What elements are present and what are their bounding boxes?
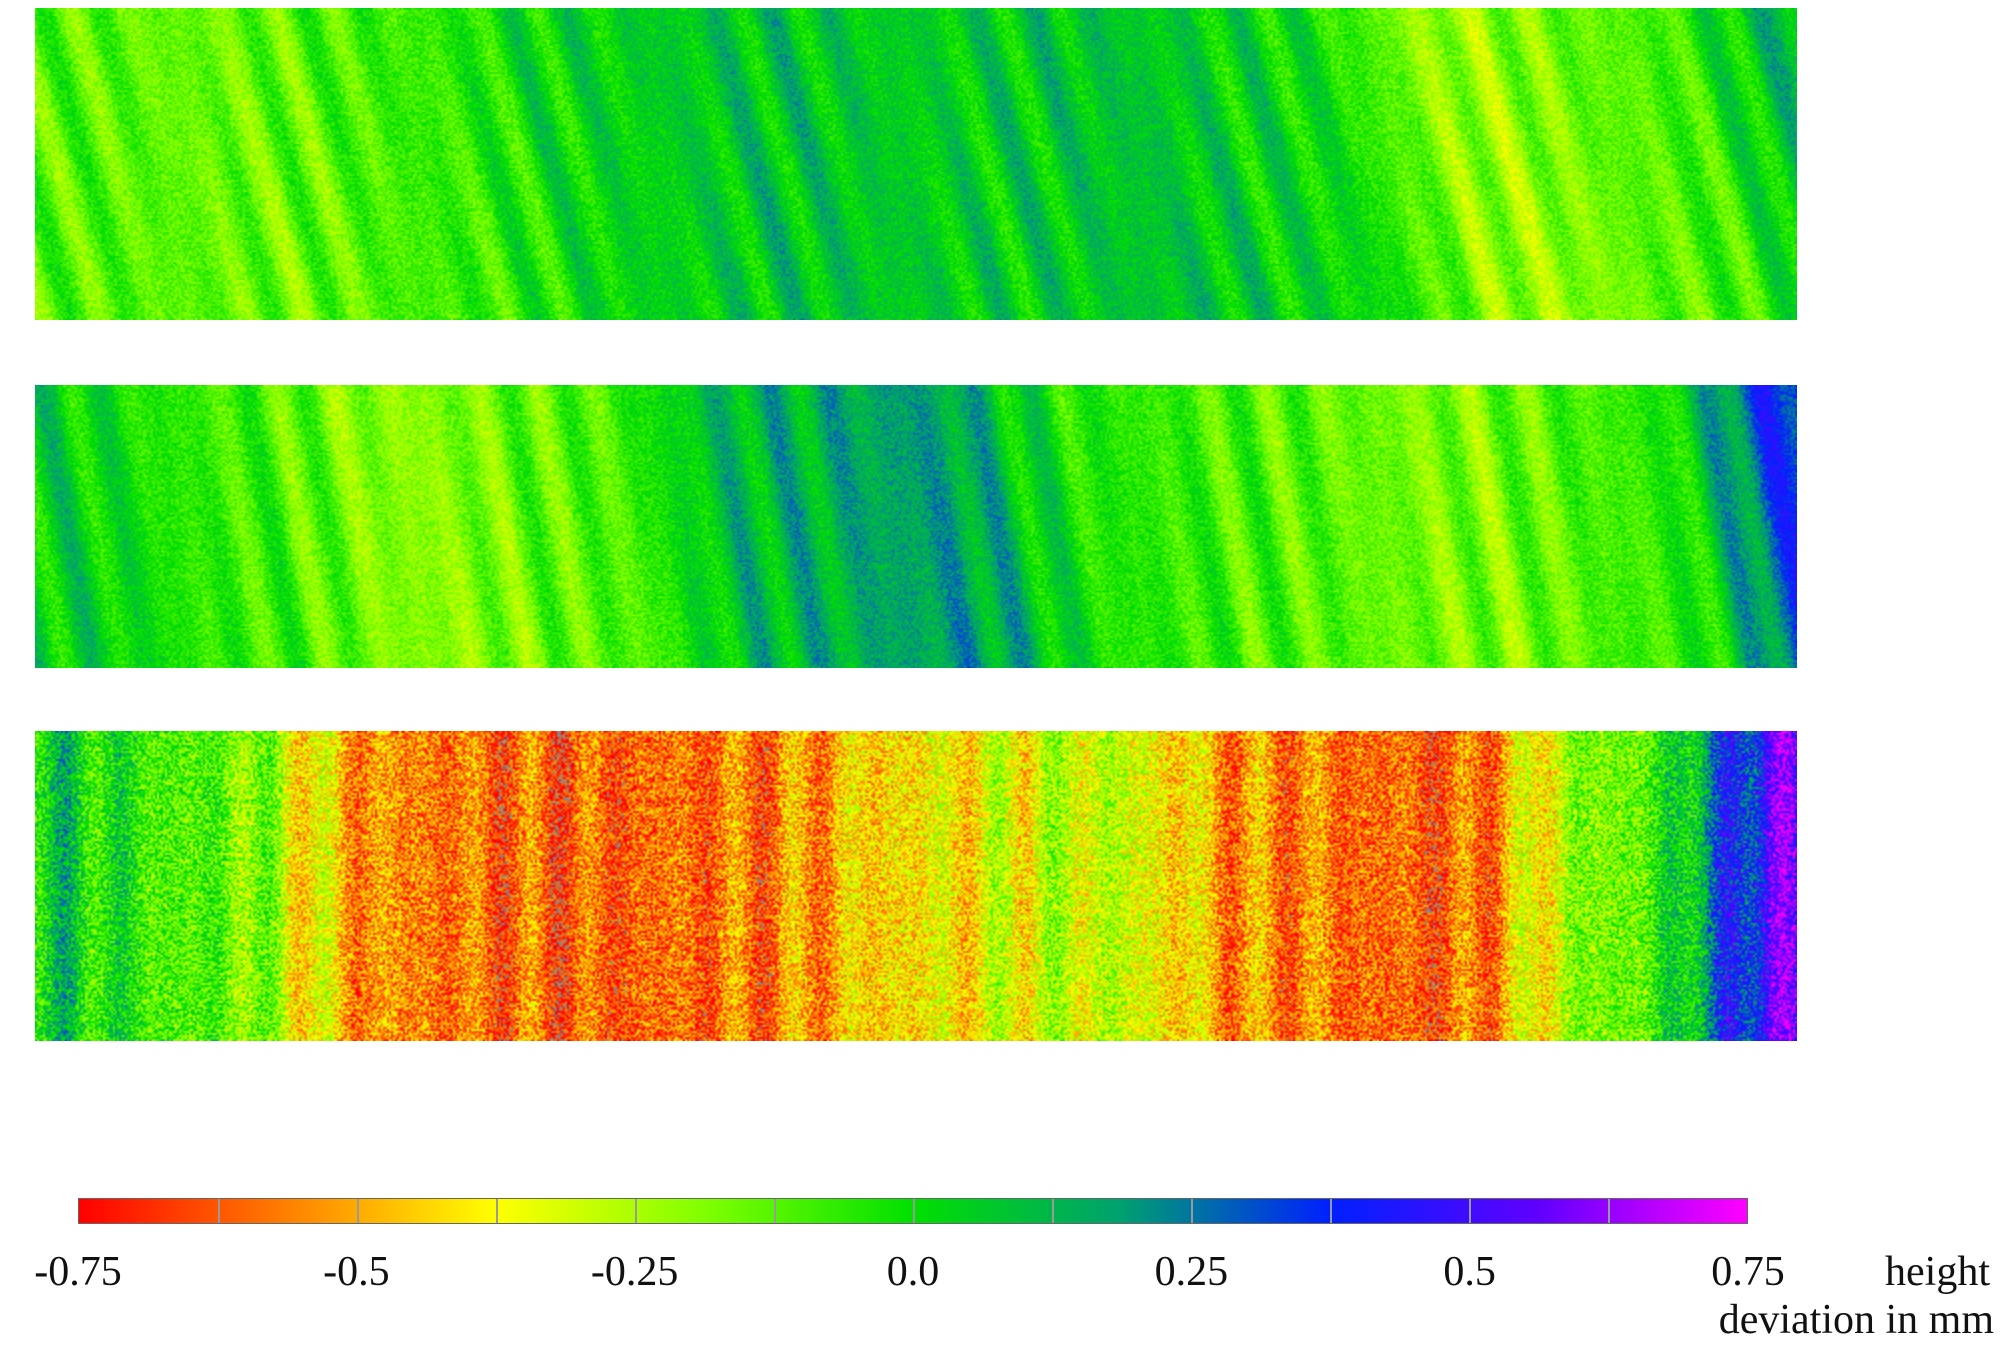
colorbar-tick-label: -0.25 [590, 1249, 679, 1295]
heatmap-panel-1 [35, 8, 1797, 320]
colorbar-label-line-2: deviation in mm [1718, 1297, 1994, 1343]
heatmap-canvas-3 [35, 731, 1797, 1041]
colorbar-tick-mark [913, 1199, 915, 1223]
colorbar [78, 1198, 1748, 1224]
colorbar-tick-label: 0.25 [1154, 1249, 1229, 1295]
heatmap-panel-2 [35, 385, 1797, 668]
colorbar-tick-mark [496, 1199, 498, 1223]
colorbar-tick-label: 0.0 [886, 1249, 940, 1295]
heatmap-panel-3 [35, 731, 1797, 1041]
colorbar-label-line-1: height [1885, 1249, 1990, 1295]
colorbar-tick-mark [1052, 1199, 1054, 1223]
colorbar-tick-mark [1608, 1199, 1610, 1223]
colorbar-tick-mark [634, 1199, 637, 1223]
colorbar-tick-label: -0.75 [34, 1249, 122, 1295]
colorbar-tick-mark [1469, 1199, 1471, 1223]
colorbar-tick-mark [217, 1199, 220, 1223]
heatmap-canvas-2 [35, 385, 1797, 668]
colorbar-tick-mark [1190, 1199, 1193, 1223]
colorbar-tick-mark [774, 1199, 776, 1223]
colorbar-tick-label: -0.5 [323, 1249, 390, 1295]
heatmap-canvas-1 [35, 8, 1797, 320]
colorbar-tick-label: 0.5 [1443, 1249, 1496, 1295]
colorbar-tick-mark [1330, 1199, 1332, 1223]
colorbar-tick-mark [356, 1199, 359, 1223]
colorbar-tick-label: 0.75 [1711, 1249, 1785, 1295]
